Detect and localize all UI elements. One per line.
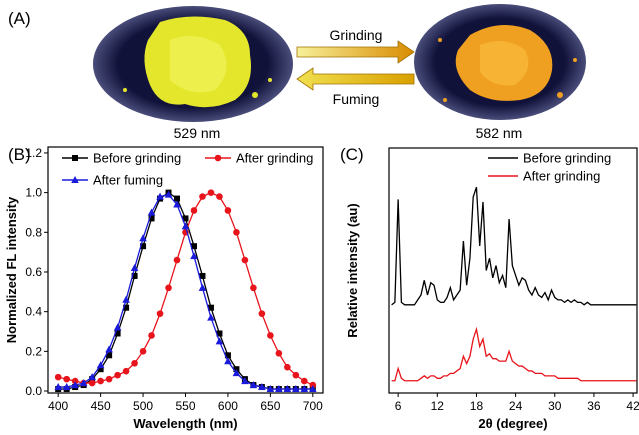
yellow-powder-highlight <box>170 36 226 92</box>
panel-label: (A) <box>8 9 31 28</box>
y-tick-label: 0.6 <box>25 265 42 279</box>
y-tick-label: 0.4 <box>25 305 42 319</box>
marker <box>55 374 62 381</box>
x-tick-label: 600 <box>218 399 238 413</box>
marker <box>215 155 222 162</box>
panel-a: (A) Grinding Fuming 529 nm 582 nm <box>8 4 586 141</box>
marker <box>123 368 130 375</box>
caption: 529 nm <box>174 125 221 141</box>
chart: (B)Wavelength (nm)Normalized FL intensit… <box>4 145 323 431</box>
marker <box>199 193 206 200</box>
marker <box>63 376 70 383</box>
legend-label: After grinding <box>523 169 600 184</box>
y-tick-label: 0.0 <box>25 384 42 398</box>
series-line <box>58 193 313 385</box>
marker <box>106 376 113 383</box>
x-tick-label: 700 <box>303 399 323 413</box>
caption: 582 nm <box>476 125 523 141</box>
y-axis-label: Relative intensity (au) <box>345 203 360 337</box>
panel-label: (C) <box>340 145 364 164</box>
marker <box>225 207 232 214</box>
legend-label: Before grinding <box>523 151 611 166</box>
marker <box>284 364 291 371</box>
marker <box>72 155 78 161</box>
y-tick-label: 0.8 <box>25 225 42 239</box>
x-tick-label: 550 <box>175 399 195 413</box>
x-tick-label: 6 <box>395 399 402 413</box>
arrow-grinding <box>297 41 414 63</box>
x-tick-label: 24 <box>509 399 523 413</box>
x-tick-label: 500 <box>133 399 153 413</box>
x-tick-label: 42 <box>626 399 639 413</box>
plot-frame <box>48 147 323 393</box>
legend-label: Before grinding <box>93 151 181 166</box>
x-tick-label: 12 <box>431 399 445 413</box>
figure: (A) Grinding Fuming 529 nm 582 nm (B)Wav… <box>0 0 639 435</box>
y-tick-label: 0.2 <box>25 344 42 358</box>
x-tick-label: 36 <box>587 399 601 413</box>
x-tick-label: 450 <box>91 399 111 413</box>
marker <box>114 372 121 379</box>
arrow-fuming <box>297 68 414 90</box>
marker <box>293 372 300 379</box>
marker <box>233 229 240 236</box>
y-tick-label: 1.2 <box>25 146 42 160</box>
marker <box>148 332 155 339</box>
marker <box>191 207 198 214</box>
fuming-label: Fuming <box>333 91 380 107</box>
x-axis-label: Wavelength (nm) <box>133 416 237 431</box>
plot-frame <box>389 148 637 393</box>
marker <box>242 257 249 264</box>
marker <box>208 189 215 196</box>
x-axis-label: 2θ (degree) <box>478 416 547 431</box>
x-tick-label: 400 <box>48 399 68 413</box>
x-tick-label: 18 <box>470 399 484 413</box>
series-line <box>58 193 313 389</box>
series-line <box>392 329 637 380</box>
marker <box>174 257 181 264</box>
marker <box>250 285 257 292</box>
x-tick-label: 30 <box>548 399 562 413</box>
series-line <box>392 187 637 305</box>
marker <box>216 193 223 200</box>
x-tick-label: 650 <box>260 399 280 413</box>
marker <box>267 332 274 339</box>
legend-label: After fuming <box>93 173 163 188</box>
marker <box>140 348 147 355</box>
marker <box>89 380 96 387</box>
chart: (C) 2θ (degree) Relative intensity (au) 6 12… <box>340 145 639 431</box>
marker <box>301 378 308 385</box>
y-tick-label: 1.0 <box>25 186 42 200</box>
marker <box>157 310 164 317</box>
legend-label: After grinding <box>236 151 313 166</box>
marker <box>131 360 138 367</box>
grinding-label: Grinding <box>330 27 383 43</box>
marker <box>276 350 283 357</box>
marker <box>97 378 104 385</box>
marker <box>259 310 266 317</box>
marker <box>165 285 172 292</box>
y-axis-label: Normalized FL intensity <box>4 196 19 343</box>
